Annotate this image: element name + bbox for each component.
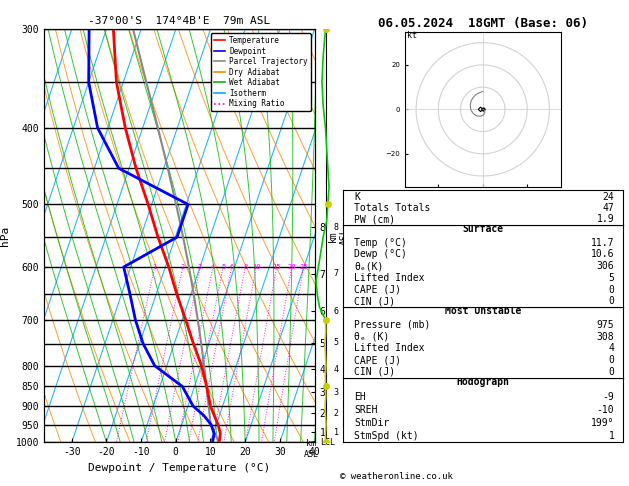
Text: CAPE (J): CAPE (J) bbox=[354, 284, 401, 295]
Text: Temp (°C): Temp (°C) bbox=[354, 238, 407, 248]
Text: 4: 4 bbox=[211, 264, 215, 270]
Text: 24: 24 bbox=[603, 192, 615, 202]
Text: θₑ (K): θₑ (K) bbox=[354, 331, 389, 342]
Y-axis label: km
ASL: km ASL bbox=[328, 227, 350, 244]
Text: 1.9: 1.9 bbox=[597, 214, 615, 224]
Text: 11.7: 11.7 bbox=[591, 238, 615, 248]
Text: 6: 6 bbox=[230, 264, 234, 270]
Text: © weatheronline.co.uk: © weatheronline.co.uk bbox=[340, 472, 452, 481]
Text: 10.6: 10.6 bbox=[591, 249, 615, 260]
Text: CIN (J): CIN (J) bbox=[354, 367, 395, 377]
Text: Lifted Index: Lifted Index bbox=[354, 343, 425, 353]
Text: 3: 3 bbox=[334, 388, 339, 397]
X-axis label: Dewpoint / Temperature (°C): Dewpoint / Temperature (°C) bbox=[88, 463, 270, 473]
Text: Dewp (°C): Dewp (°C) bbox=[354, 249, 407, 260]
Text: 0: 0 bbox=[608, 355, 615, 365]
Text: 1: 1 bbox=[153, 264, 157, 270]
Text: LCL: LCL bbox=[320, 438, 335, 447]
Text: 3: 3 bbox=[198, 264, 203, 270]
Text: Hodograph: Hodograph bbox=[456, 377, 509, 387]
Text: CIN (J): CIN (J) bbox=[354, 296, 395, 306]
Text: 25: 25 bbox=[299, 264, 308, 270]
Text: StmSpd (kt): StmSpd (kt) bbox=[354, 431, 419, 441]
Text: 06.05.2024  18GMT (Base: 06): 06.05.2024 18GMT (Base: 06) bbox=[378, 17, 587, 30]
Text: 975: 975 bbox=[597, 320, 615, 330]
Text: Surface: Surface bbox=[462, 224, 503, 234]
Text: 1: 1 bbox=[608, 431, 615, 441]
Text: 7: 7 bbox=[334, 269, 339, 278]
Text: 8: 8 bbox=[334, 223, 339, 231]
Text: 2: 2 bbox=[334, 409, 339, 418]
Text: 0: 0 bbox=[608, 284, 615, 295]
Text: 0: 0 bbox=[608, 367, 615, 377]
Text: CAPE (J): CAPE (J) bbox=[354, 355, 401, 365]
Text: 5: 5 bbox=[334, 338, 339, 347]
Text: 4: 4 bbox=[608, 343, 615, 353]
Title: -37°00'S  174°4B'E  79m ASL: -37°00'S 174°4B'E 79m ASL bbox=[88, 16, 270, 26]
Text: PW (cm): PW (cm) bbox=[354, 214, 395, 224]
Y-axis label: hPa: hPa bbox=[0, 226, 10, 246]
Text: SREH: SREH bbox=[354, 405, 377, 415]
Text: EH: EH bbox=[354, 392, 365, 402]
Text: Totals Totals: Totals Totals bbox=[354, 203, 430, 213]
Text: 306: 306 bbox=[597, 261, 615, 271]
Text: 15: 15 bbox=[272, 264, 281, 270]
Text: -10: -10 bbox=[597, 405, 615, 415]
Text: K: K bbox=[354, 192, 360, 202]
Legend: Temperature, Dewpoint, Parcel Trajectory, Dry Adiabat, Wet Adiabat, Isotherm, Mi: Temperature, Dewpoint, Parcel Trajectory… bbox=[211, 33, 311, 111]
Text: 199°: 199° bbox=[591, 418, 615, 428]
Text: 4: 4 bbox=[334, 364, 339, 374]
Text: Most Unstable: Most Unstable bbox=[445, 307, 521, 316]
Text: 20: 20 bbox=[287, 264, 296, 270]
Text: km
ASL: km ASL bbox=[304, 439, 319, 459]
Text: 308: 308 bbox=[597, 331, 615, 342]
Text: Lifted Index: Lifted Index bbox=[354, 273, 425, 283]
Text: 0: 0 bbox=[608, 296, 615, 306]
Text: 5: 5 bbox=[221, 264, 225, 270]
Text: 1: 1 bbox=[334, 428, 339, 436]
Text: 47: 47 bbox=[603, 203, 615, 213]
Text: 2: 2 bbox=[181, 264, 185, 270]
Text: 6: 6 bbox=[334, 307, 339, 316]
Text: 8: 8 bbox=[243, 264, 247, 270]
Text: Pressure (mb): Pressure (mb) bbox=[354, 320, 430, 330]
Text: -9: -9 bbox=[603, 392, 615, 402]
Text: θₑ(K): θₑ(K) bbox=[354, 261, 384, 271]
Text: StmDir: StmDir bbox=[354, 418, 389, 428]
Text: 10: 10 bbox=[252, 264, 260, 270]
Text: 5: 5 bbox=[608, 273, 615, 283]
Text: kt: kt bbox=[407, 31, 417, 40]
